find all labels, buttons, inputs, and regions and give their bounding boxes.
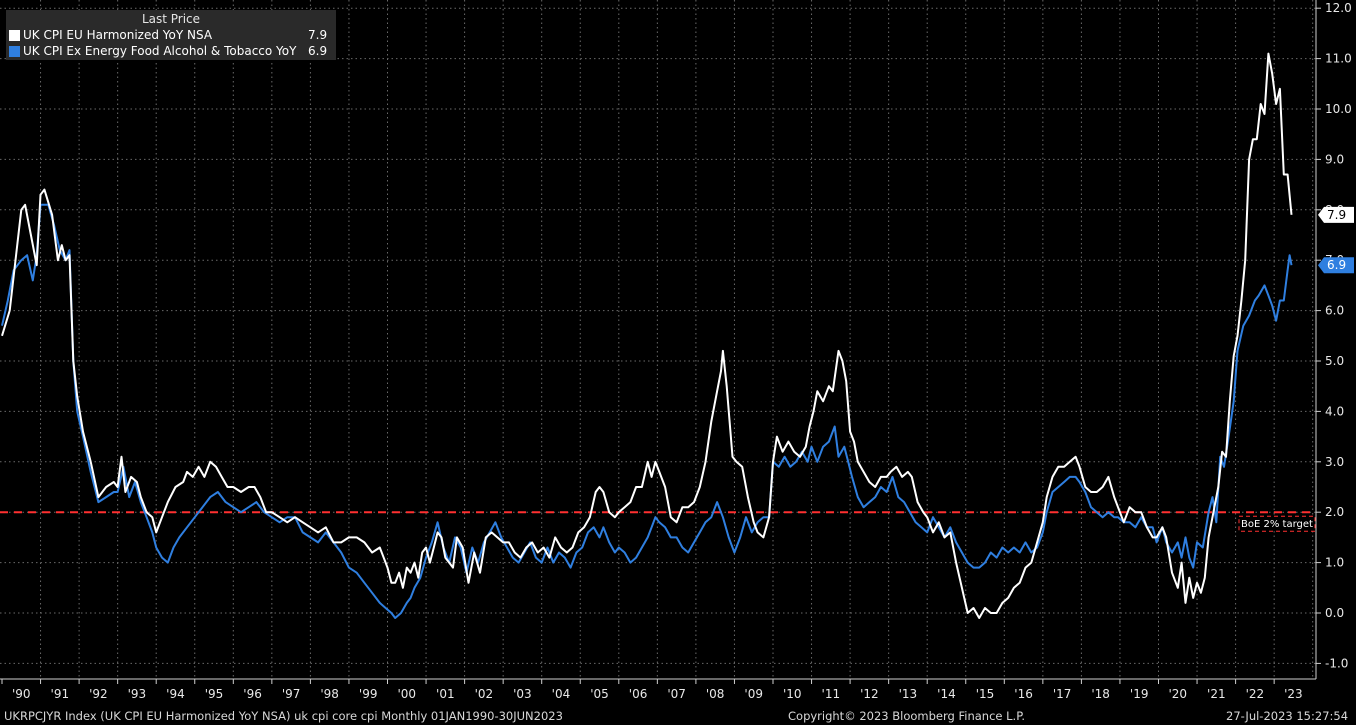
x-tick-label: '92 [89,687,108,701]
y-tick-label: 10.0 [1325,102,1352,116]
y-tick-label: 5.0 [1325,354,1344,368]
x-tick-label: '99 [359,687,378,701]
x-tick-label: '17 [1053,687,1072,701]
last-value-marker [1318,257,1354,274]
x-tick-label: '04 [552,687,571,701]
y-tick-label: 12.0 [1325,1,1352,15]
x-axis: '90 '91 '92 '93 '94 '95 '96 '97 '98 '99 '00 '01 '02 '… [0,678,1316,701]
footer-source: UKRPCJYR Index (UK CPI EU Harmonized YoY… [4,709,563,723]
target-label-box [1238,515,1316,532]
y-tick-label: 9.0 [1325,152,1344,166]
x-tick-label: '97 [282,687,301,701]
x-tick-label: '15 [976,687,995,701]
x-tick-label: '10 [783,687,802,701]
x-tick-label: '23 [1284,687,1303,701]
legend-value: 6.9 [308,44,328,58]
y-tick-label: 3.0 [1325,455,1344,469]
x-tick-label: '19 [1130,687,1149,701]
series-line [1,203,1293,619]
legend-item-headline: UK CPI EU Harmonized YoY NSA 7.9 [6,27,336,43]
x-tick-label: '90 [12,687,31,701]
x-tick-label: '91 [51,687,70,701]
x-tick-label: '95 [205,687,224,701]
legend-value: 7.9 [308,28,328,42]
last-value-label: 7.9 [1327,208,1346,222]
footer-timestamp: 27-Jul-2023 15:27:54 [1226,709,1349,723]
y-tick-label: 4.0 [1325,404,1344,418]
x-tick-label: '06 [629,687,648,701]
x-tick-label: '11 [822,687,841,701]
x-tick-label: '12 [860,687,879,701]
x-tick-label: '08 [706,687,725,701]
x-tick-label: '05 [590,687,609,701]
x-tick-label: '00 [397,687,416,701]
x-tick-label: '20 [1168,687,1187,701]
y-tick-label: 2.0 [1325,505,1344,519]
x-tick-label: '16 [1014,687,1033,701]
x-tick-label: '21 [1207,687,1226,701]
x-tick-label: '22 [1246,687,1265,701]
x-tick-label: '01 [436,687,455,701]
y-axis: -1.00.01.02.03.04.05.06.07.08.09.010.011… [1315,0,1354,679]
last-value-label: 6.9 [1327,258,1346,272]
y-tick-label: 6.0 [1325,304,1344,318]
x-tick-label: '98 [320,687,339,701]
legend-label: UK CPI Ex Energy Food Alcohol & Tobacco … [23,44,297,58]
legend-title: Last Price [141,12,201,26]
y-tick-label: -1.0 [1325,656,1348,670]
y-tick-label: 1.0 [1325,556,1344,570]
legend-swatch-blue [9,45,20,57]
x-tick-label: '96 [243,687,262,701]
legend: Last Price UK CPI EU Harmonized YoY NSA … [6,10,336,60]
x-tick-label: '94 [166,687,185,701]
gridlines [0,0,1316,679]
x-tick-label: '14 [937,687,956,701]
last-value-tag: 6.9 [1318,257,1354,274]
x-tick-label: '93 [128,687,147,701]
last-value-marker [1318,206,1354,223]
series-line [1,52,1293,619]
x-tick-label: '13 [899,687,918,701]
target-label: BoE 2% target [1241,519,1313,530]
x-tick-label: '03 [513,687,532,701]
chart-area: BoE 2% target -1.0 0.0 1.0 2.0 3.0 4.0 5.0 6.0 7… [0,0,1354,701]
legend-item-core: UK CPI Ex Energy Food Alcohol & Tobacco … [6,43,336,59]
legend-label: UK CPI EU Harmonized YoY NSA [23,28,213,42]
last-value-tag: 7.9 [1318,206,1354,223]
x-tick-label: '09 [744,687,763,701]
x-tick-label: '07 [667,687,686,701]
footer-copyright: Copyright© 2023 Bloomberg Finance L.P. [788,709,1025,723]
y-tick-label: 0.0 [1325,606,1344,620]
series-lines [1,52,1293,619]
x-tick-label: '02 [475,687,494,701]
y-tick-label: 11.0 [1325,52,1352,66]
legend-swatch-white [9,29,20,41]
x-tick-label: '18 [1091,687,1110,701]
